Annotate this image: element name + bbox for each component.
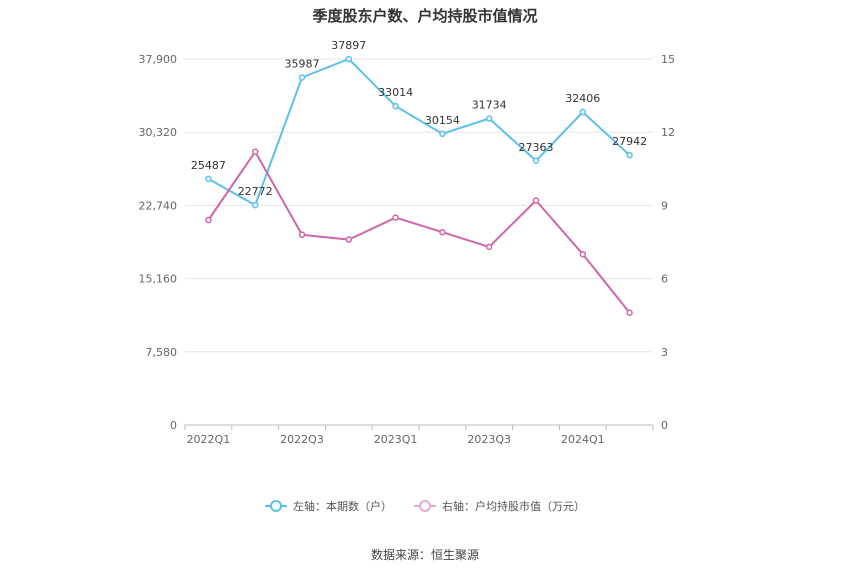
y-left-tick-label: 22,740 <box>139 199 178 212</box>
y-left-tick-label: 37,900 <box>139 53 178 66</box>
y-right-tick-label: 9 <box>661 199 668 212</box>
data-point <box>485 115 493 122</box>
y-right-tick-label: 6 <box>661 273 668 286</box>
x-tick-label: 2023Q1 <box>374 433 418 446</box>
data-label: 30154 <box>425 114 460 127</box>
chart-title: 季度股东户数、户均持股市值情况 <box>312 7 538 25</box>
data-label: 37897 <box>331 39 366 52</box>
chart-legend: 左轴：本期数（户） 右轴：户均持股市值（万元） <box>0 498 850 514</box>
y-right-tick-label: 15 <box>661 53 675 66</box>
data-point <box>626 309 633 317</box>
series-line-left <box>207 58 631 207</box>
data-label: 32406 <box>565 92 600 105</box>
series-line-right <box>207 150 631 314</box>
data-point <box>392 214 399 221</box>
data-point <box>439 228 446 236</box>
x-tick-label: 2022Q3 <box>280 433 324 446</box>
data-point <box>532 157 540 165</box>
data-point <box>392 102 399 110</box>
data-source-note: 数据来源：恒生聚源 <box>370 548 479 562</box>
x-tick-label: 2024Q1 <box>561 433 605 446</box>
data-label: 35987 <box>285 57 320 70</box>
data-point <box>345 55 353 63</box>
x-tick-label: 2023Q3 <box>467 433 511 446</box>
data-point <box>439 130 446 138</box>
y-right-tick-label: 12 <box>661 126 675 139</box>
data-label: 27942 <box>612 135 647 148</box>
legend-marker-icon <box>414 500 436 512</box>
data-point <box>579 108 587 116</box>
x-tick-label: 2022Q1 <box>187 433 231 446</box>
y-left-tick-label: 30,320 <box>139 126 178 139</box>
legend-label-left-series: 左轴：本期数（户） <box>293 500 392 513</box>
data-point <box>205 216 212 224</box>
data-point <box>532 197 540 204</box>
data-label: 33014 <box>378 86 413 99</box>
data-point <box>205 175 212 183</box>
data-point <box>251 148 259 155</box>
y-right-tick-label: 0 <box>661 419 668 432</box>
legend-item-left-series[interactable]: 左轴：本期数（户） <box>265 498 392 514</box>
data-point <box>298 74 306 81</box>
data-label: 31734 <box>472 99 507 112</box>
data-point <box>298 231 306 238</box>
y-left-tick-label: 7,580 <box>146 346 178 359</box>
data-label: 22772 <box>238 185 273 198</box>
y-right-tick-label: 3 <box>661 346 668 359</box>
data-point <box>251 201 259 209</box>
data-point <box>345 236 353 243</box>
data-point <box>579 250 587 258</box>
data-label: 27363 <box>519 141 554 154</box>
y-left-tick-label: 0 <box>170 419 177 432</box>
data-point <box>485 243 493 251</box>
data-label: 25487 <box>191 159 226 172</box>
data-point <box>626 151 633 159</box>
line-chart: 0 7,580 15,160 22,740 30,320 37,900 0 3 6 9 12 15 20… <box>139 39 676 446</box>
legend-item-right-series[interactable]: 右轴：户均持股市值（万元） <box>414 498 585 514</box>
legend-marker-icon <box>265 500 287 512</box>
legend-label-right-series: 右轴：户均持股市值（万元） <box>442 500 585 513</box>
y-left-tick-label: 15,160 <box>139 273 178 286</box>
